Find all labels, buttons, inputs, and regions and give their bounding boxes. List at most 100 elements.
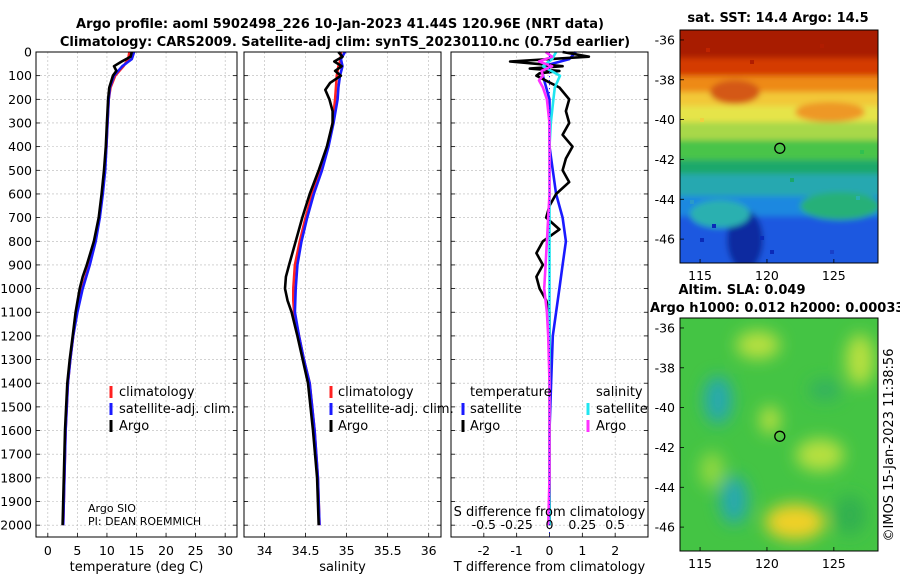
y-tick-label: 200 (8, 92, 32, 107)
x-axis-label: salinity (319, 560, 366, 575)
sst-pixel (760, 236, 764, 240)
y-tick-label: 300 (8, 115, 32, 130)
sla-map-subtitle: Argo h1000: 0.012 h2000: 0.00033 (650, 301, 900, 316)
legend-t-satellite-label: satellite (470, 402, 522, 417)
sst-pixel (706, 48, 710, 52)
plot-frame (243, 51, 442, 538)
legend-argo-label: Argo (119, 419, 149, 434)
series-line-argo (283, 51, 344, 526)
legend-satellite-label: satellite-adj. clim. (338, 402, 454, 417)
x-tick-label: 0 (546, 543, 554, 558)
x-tick-label: 1 (578, 543, 586, 558)
sst-pixel (700, 238, 704, 242)
series-line-s-argo (537, 50, 554, 526)
timestamp: ©IMOS 15-Jan-2023 11:38:56 (882, 349, 897, 542)
x-tick-label: 15 (129, 543, 145, 558)
argo-info-line2: PI: DEAN ROEMMICH (88, 515, 201, 528)
map-y-tick-label: -42 (655, 152, 675, 167)
sla-map (680, 318, 878, 551)
plot-frame (35, 51, 238, 538)
legend-satellite-label: satellite-adj. clim. (119, 402, 235, 417)
x-tick-label: 36 (421, 543, 437, 558)
sst-pixel (770, 250, 774, 254)
x-tick-label: 10 (99, 543, 115, 558)
legend-s-argo-label: Argo (596, 419, 626, 434)
map-y-tick-label: -44 (655, 480, 675, 495)
y-tick-label: 1000 (0, 281, 32, 296)
sst-pixel (860, 150, 864, 154)
difference-panel: -2 -1 0 1 2 T difference from climatology -0.5… (450, 50, 649, 575)
sst-argo-marker (774, 142, 786, 154)
map-y-tick-label: -46 (655, 520, 675, 535)
figure-title-line2: Climatology: CARS2009. Satellite-adj cli… (60, 35, 630, 50)
map-x-tick-label: 120 (755, 556, 779, 571)
x-tick-label: 5 (73, 543, 81, 558)
y-tick-label: 100 (8, 68, 32, 83)
y-tick-label: 1400 (0, 376, 32, 391)
y-tick-label: 400 (8, 139, 32, 154)
sst-map-axes: 115 120 125 -36 -38 -40 -42 -44 -46 (655, 32, 846, 283)
map-y-tick-label: -38 (655, 360, 675, 375)
sla-map-axes: 115 120 125 -36 -38 -40 -42 -44 -46 (655, 320, 846, 571)
temperature-panel: 0100200300400500600700800900100011001200… (0, 45, 238, 575)
map-x-tick-label: 125 (822, 556, 846, 571)
plot-area (244, 52, 441, 537)
sst-pixel (700, 118, 704, 122)
y-tick-label: 2000 (0, 518, 32, 533)
sst-pixel (856, 196, 860, 200)
y-tick-label: 0 (24, 45, 32, 60)
map-y-tick-label: -44 (655, 192, 675, 207)
y-tick-label: 1300 (0, 352, 32, 367)
salinity-legend: climatology satellite-adj. clim. Argo (329, 385, 454, 434)
map-y-tick-label: -38 (655, 72, 675, 87)
legend-climatology-label: climatology (338, 385, 414, 400)
map-y-tick-label: -40 (655, 400, 675, 415)
plot-frame (450, 51, 649, 538)
y-tick-label: 500 (8, 163, 32, 178)
y-tick-label: 900 (8, 257, 32, 272)
difference-legend: temperature satellite Argo salinity sate… (461, 385, 648, 434)
x-tick-label: 35 (339, 543, 355, 558)
map-y-tick-label: -36 (655, 32, 675, 47)
top-x-tick-label: -0.5 (472, 517, 496, 532)
x-tick-label: 34 (257, 543, 273, 558)
sst-pixel (830, 250, 834, 254)
argo-info-line1: Argo SIO (88, 502, 136, 515)
top-x-axis-label: S difference from climatology (454, 505, 646, 520)
y-tick-label: 1600 (0, 423, 32, 438)
map-x-tick-label: 120 (755, 268, 779, 283)
top-x-tick-label: 0.25 (568, 517, 596, 532)
sst-map-title: sat. SST: 14.4 Argo: 14.5 (687, 11, 868, 26)
sla-map-title: Altim. SLA: 0.049 (679, 283, 806, 298)
legend-argo-label: Argo (338, 419, 368, 434)
legend-s-satellite-label: satellite (596, 402, 648, 417)
legend-temperature-title: temperature (470, 385, 552, 400)
x-tick-label: 30 (217, 543, 233, 558)
y-tick-label: 700 (8, 210, 32, 225)
y-tick-label: 600 (8, 186, 32, 201)
sla-argo-marker (774, 430, 786, 442)
x-tick-label: 25 (188, 543, 204, 558)
y-tick-label: 1200 (0, 328, 32, 343)
salinity-panel: 34 34.5 35 35.5 36 salinity (243, 51, 442, 575)
sst-pixel (750, 60, 754, 64)
x-tick-label: 20 (158, 543, 174, 558)
series-line-satellite-adj-clim- (293, 51, 347, 526)
x-tick-label: 34.5 (292, 543, 320, 558)
x-tick-label: -2 (478, 543, 490, 558)
sst-pixel (820, 44, 824, 48)
map-y-tick-label: -46 (655, 232, 675, 247)
legend-climatology-label: climatology (119, 385, 195, 400)
temperature-legend: climatology satellite-adj. clim. Argo (109, 385, 235, 434)
x-axis-label: temperature (deg C) (70, 560, 204, 575)
x-tick-label: 35.5 (374, 543, 402, 558)
top-x-tick-label: 0 (546, 517, 554, 532)
map-y-tick-label: -40 (655, 112, 675, 127)
legend-t-argo-label: Argo (470, 419, 500, 434)
map-x-tick-label: 125 (822, 268, 846, 283)
figure-title-line1: Argo profile: aoml 5902498_226 10-Jan-20… (76, 17, 604, 32)
sst-pixel (790, 178, 794, 182)
map-y-tick-label: -36 (655, 320, 675, 335)
x-tick-label: 0 (44, 543, 52, 558)
